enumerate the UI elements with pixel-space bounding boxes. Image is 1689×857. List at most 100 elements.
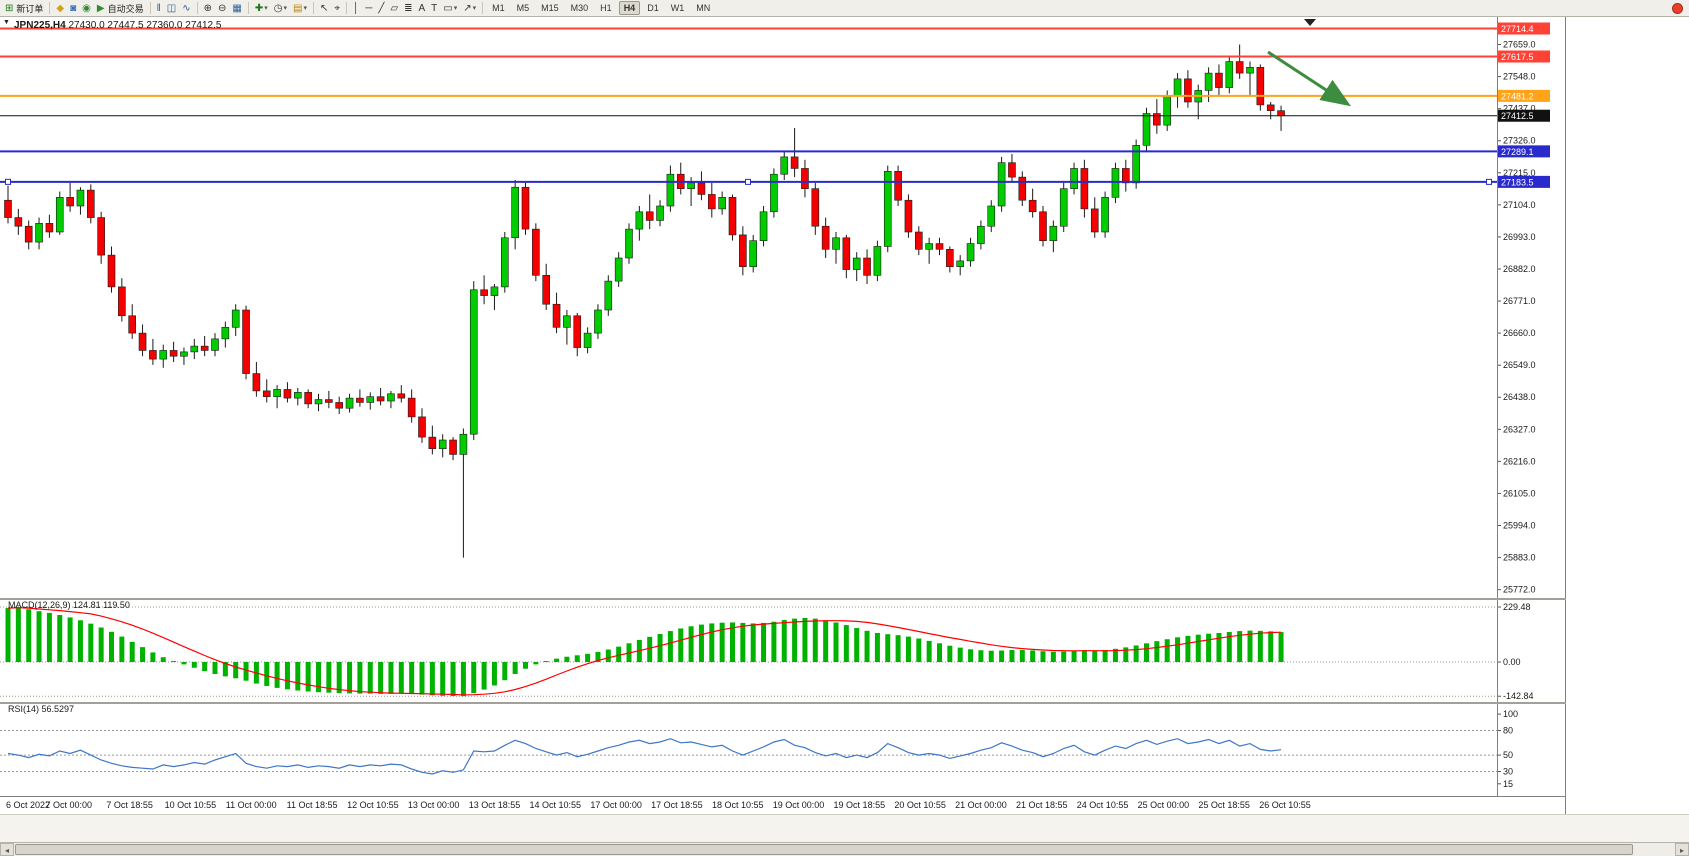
- svg-text:19 Oct 18:55: 19 Oct 18:55: [834, 800, 886, 810]
- toolbar-separator: [312, 2, 314, 14]
- line-chart-icon: ∿: [182, 2, 191, 14]
- svg-text:-142.84: -142.84: [1503, 691, 1534, 701]
- new-order-button-label: 新订单: [16, 3, 44, 14]
- chart-shift-marker[interactable]: [1304, 19, 1316, 26]
- toolbar-separator: [49, 2, 51, 14]
- channel-button[interactable]: ▱: [388, 1, 400, 16]
- trendline-icon: ╱: [378, 2, 385, 14]
- timeframe-m1-button[interactable]: M1: [492, 3, 505, 13]
- svg-text:25 Oct 00:00: 25 Oct 00:00: [1138, 800, 1190, 810]
- svg-text:27659.0: 27659.0: [1503, 40, 1536, 50]
- svg-text:27481.2: 27481.2: [1501, 91, 1534, 101]
- market-button[interactable]: ◉: [80, 1, 93, 16]
- svg-text:17 Oct 18:55: 17 Oct 18:55: [651, 800, 703, 810]
- alert-icon[interactable]: [1672, 3, 1683, 14]
- new-order-icon: ⊞: [5, 2, 14, 14]
- svg-text:21 Oct 18:55: 21 Oct 18:55: [1016, 800, 1068, 810]
- object-handle[interactable]: [5, 178, 11, 185]
- crosshair-button[interactable]: ⌖: [332, 1, 342, 16]
- label-button[interactable]: T: [429, 1, 439, 16]
- chart-canvas[interactable]: 27659.0 27548.0 27437.0 27326.0 27215.0 27104…: [0, 17, 1689, 856]
- svg-text:26105.0: 26105.0: [1503, 488, 1536, 498]
- text-button[interactable]: A: [416, 1, 427, 16]
- horizontal-scrollbar[interactable]: ◂ ▸: [0, 842, 1689, 856]
- scroll-right-button[interactable]: ▸: [1675, 843, 1689, 856]
- bar-chart-icon: ‖: [156, 2, 161, 14]
- tile-windows-button[interactable]: ▦: [230, 1, 243, 16]
- dropdown-caret-icon[interactable]: ▾: [264, 5, 268, 12]
- shapes-button[interactable]: ▭ ▾: [441, 1, 459, 16]
- price-tag-27481.2: [1498, 89, 1550, 102]
- rsi-name: RSI(14): [8, 704, 40, 714]
- svg-text:26771.0: 26771.0: [1503, 296, 1536, 306]
- bar-chart-button[interactable]: ‖: [155, 1, 163, 16]
- svg-text:18 Oct 10:55: 18 Oct 10:55: [712, 800, 764, 810]
- panel-splitter-rsi[interactable]: [0, 702, 1566, 704]
- timeframe-w1-button[interactable]: W1: [670, 3, 685, 13]
- svg-text:27714.4: 27714.4: [1501, 24, 1534, 34]
- svg-text:27289.1: 27289.1: [1501, 147, 1534, 157]
- symbol-timeframe-label: JPN225,H4: [14, 20, 66, 31]
- svg-text:14 Oct 10:55: 14 Oct 10:55: [530, 800, 582, 810]
- cursor-icon: ↖: [319, 2, 329, 14]
- dropdown-caret-icon[interactable]: ▾: [453, 5, 458, 12]
- trendline-button[interactable]: ╱: [376, 1, 386, 16]
- scrollbar-thumb[interactable]: [15, 844, 1633, 855]
- scroll-left-button[interactable]: ◂: [0, 843, 14, 856]
- trend-arrow-annotation[interactable]: [1267, 50, 1352, 107]
- macd-signal-line: [7, 607, 1282, 696]
- svg-text:100: 100: [1503, 709, 1518, 719]
- timeframe-m30-button[interactable]: M30: [570, 3, 589, 13]
- channel-icon: ▱: [390, 2, 399, 14]
- svg-text:0.00: 0.00: [1503, 657, 1521, 667]
- autotrading-button[interactable]: ▶ 自动交易: [95, 1, 146, 16]
- periods-button[interactable]: ◷ ▾: [272, 1, 289, 16]
- styler-button[interactable]: ◆: [54, 1, 66, 16]
- autotrading-icon: ▶: [96, 2, 105, 14]
- svg-text:26660.0: 26660.0: [1503, 328, 1536, 338]
- candlestick-chart-button[interactable]: ◫: [165, 1, 178, 16]
- timeframe-m15-button[interactable]: M15: [541, 3, 559, 13]
- vertical-line-button[interactable]: │: [351, 1, 361, 16]
- svg-text:11 Oct 00:00: 11 Oct 00:00: [226, 800, 277, 810]
- dropdown-caret-icon[interactable]: ▾: [472, 5, 477, 12]
- object-handle[interactable]: [1486, 178, 1492, 185]
- svg-text:25883.0: 25883.0: [1503, 553, 1536, 563]
- horizontal-line-button[interactable]: ─: [363, 1, 374, 16]
- toolbar-separator: [482, 2, 484, 14]
- svg-text:80: 80: [1503, 726, 1513, 736]
- dropdown-caret-icon[interactable]: ▾: [283, 5, 287, 12]
- timeframe-mn-button[interactable]: MN: [696, 3, 711, 13]
- candlestick-chart-icon: ◫: [166, 2, 177, 14]
- zoom-in-button[interactable]: ⊕: [202, 1, 214, 16]
- arrows-button[interactable]: ↗ ▾: [461, 1, 478, 16]
- templates-button[interactable]: ▤ ▾: [291, 1, 309, 16]
- line-chart-button[interactable]: ∿: [180, 1, 192, 16]
- object-handle[interactable]: [745, 178, 751, 185]
- price-tag-27183.5: [1498, 175, 1550, 188]
- dropdown-caret-icon[interactable]: ▾: [303, 5, 307, 12]
- timeframe-h4-button[interactable]: H4: [618, 1, 641, 15]
- timeframe-h1-button[interactable]: H1: [600, 3, 612, 13]
- panel-splitter-macd[interactable]: [0, 598, 1566, 600]
- macd-indicator-label: MACD(12,26,9) 124.81 119.50: [8, 600, 130, 610]
- timeframe-m5-button[interactable]: M5: [516, 3, 530, 13]
- new-order-button[interactable]: ⊞ 新订单: [3, 1, 45, 16]
- profile-button[interactable]: ◙: [68, 1, 78, 16]
- svg-text:21 Oct 00:00: 21 Oct 00:00: [955, 800, 1007, 810]
- macd-name: MACD(12,26,9): [8, 600, 71, 610]
- indicators-button[interactable]: ✚ ▾: [253, 1, 270, 16]
- periods-icon: ◷: [273, 2, 283, 14]
- zoom-out-button[interactable]: ⊖: [216, 1, 228, 16]
- toolbar-separator: [247, 2, 249, 14]
- collapse-arrow-icon[interactable]: ▼: [3, 19, 10, 26]
- vertical-line-icon: │: [352, 2, 360, 14]
- svg-text:19 Oct 00:00: 19 Oct 00:00: [773, 800, 825, 810]
- fibonacci-button[interactable]: ≣: [402, 1, 414, 16]
- cursor-button[interactable]: ↖: [318, 1, 330, 16]
- profile-icon: ◙: [70, 2, 77, 14]
- svg-text:26549.0: 26549.0: [1503, 360, 1536, 370]
- svg-text:27326.0: 27326.0: [1503, 136, 1536, 146]
- timeframe-d1-button[interactable]: D1: [647, 3, 659, 13]
- svg-text:7 Oct 00:00: 7 Oct 00:00: [46, 800, 93, 810]
